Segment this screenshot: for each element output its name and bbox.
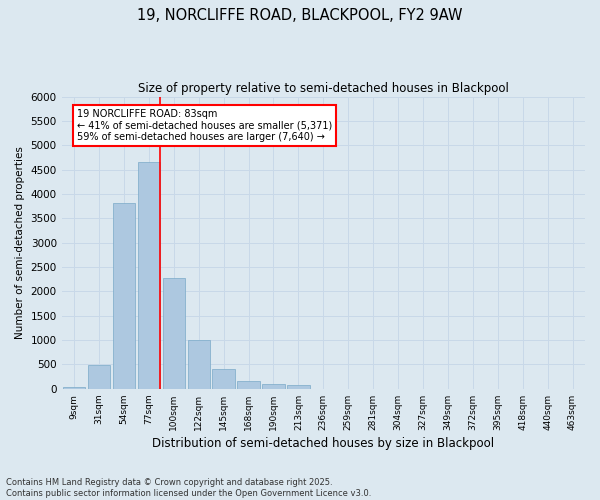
Y-axis label: Number of semi-detached properties: Number of semi-detached properties <box>15 146 25 339</box>
Bar <box>137 162 160 389</box>
Bar <box>238 381 260 389</box>
Text: 19, NORCLIFFE ROAD, BLACKPOOL, FY2 9AW: 19, NORCLIFFE ROAD, BLACKPOOL, FY2 9AW <box>137 8 463 22</box>
Text: Contains HM Land Registry data © Crown copyright and database right 2025.
Contai: Contains HM Land Registry data © Crown c… <box>6 478 371 498</box>
Bar <box>287 386 310 389</box>
Text: 19 NORCLIFFE ROAD: 83sqm
← 41% of semi-detached houses are smaller (5,371)
59% o: 19 NORCLIFFE ROAD: 83sqm ← 41% of semi-d… <box>77 109 332 142</box>
Bar <box>88 365 110 389</box>
Bar <box>262 384 285 389</box>
Bar <box>113 203 135 389</box>
Title: Size of property relative to semi-detached houses in Blackpool: Size of property relative to semi-detach… <box>138 82 509 96</box>
Bar <box>188 340 210 389</box>
Bar <box>212 370 235 389</box>
X-axis label: Distribution of semi-detached houses by size in Blackpool: Distribution of semi-detached houses by … <box>152 437 494 450</box>
Bar <box>163 278 185 389</box>
Bar <box>63 388 85 389</box>
